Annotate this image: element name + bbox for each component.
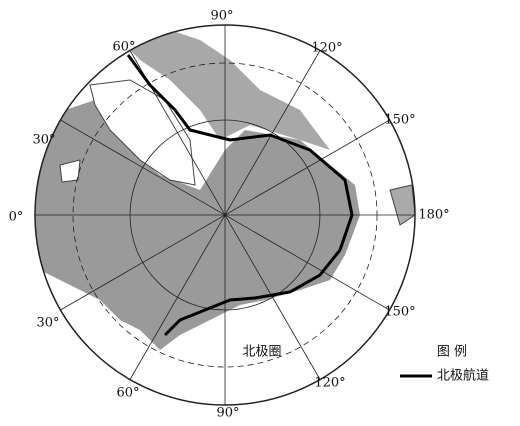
eurasia — [35, 100, 360, 350]
legend-route: 北极航道 — [437, 368, 489, 384]
meridian-label: 120° — [314, 376, 345, 391]
labels: 北极圈 图 例 北极航道 90° 120° 150° 180° 150° 120° 90° 6… — [9, 9, 489, 421]
meridian-label: 150° — [384, 305, 415, 320]
meridian-label: 90° — [216, 406, 239, 421]
meridian-label: 30° — [36, 316, 59, 331]
arctic-circle-label: 北极圈 — [242, 345, 281, 360]
meridian-label: 60° — [116, 386, 139, 401]
graticule — [34, 24, 416, 406]
meridian-label: 120° — [311, 41, 342, 56]
greenland — [89, 79, 196, 186]
land-layer — [35, 25, 415, 405]
meridian-label: 150° — [384, 113, 415, 128]
meridian-label: 0° — [9, 210, 24, 225]
meridian-label: 90° — [210, 9, 233, 24]
arctic-route — [126, 54, 354, 337]
iceland — [59, 159, 81, 183]
legend-title: 图 例 — [437, 345, 467, 360]
meridian-label: 60° — [112, 40, 135, 55]
meridian-label: 180° — [418, 208, 449, 223]
meridian-label: 30° — [32, 133, 55, 148]
